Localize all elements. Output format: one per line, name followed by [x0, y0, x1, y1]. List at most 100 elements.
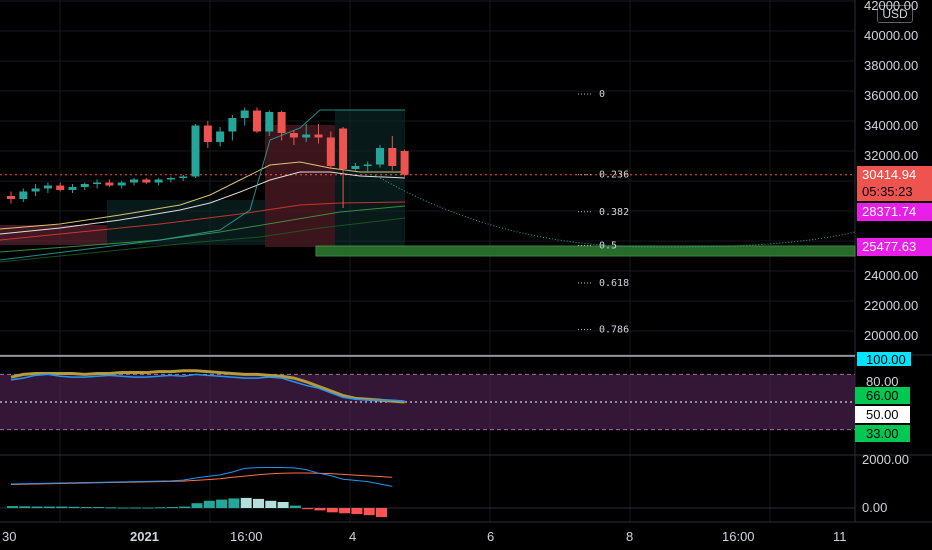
candle-body — [400, 151, 409, 175]
rsi-badge-bg-0 — [855, 387, 910, 404]
bb-upper — [0, 109, 405, 261]
macd-line — [10, 466, 393, 487]
rsi-badge-bg-1 — [855, 406, 910, 423]
candle-body — [93, 182, 102, 184]
candle-body — [105, 182, 114, 186]
fib-label-2: 0.382 — [599, 207, 629, 218]
time-label: 8 — [626, 529, 633, 544]
candle-body — [277, 112, 286, 133]
candle-body — [43, 185, 52, 189]
time-label: 16:00 — [230, 529, 263, 544]
candle-body — [203, 125, 212, 142]
macd-hist-bar — [191, 503, 203, 508]
rsi-badge-bg-2 — [855, 425, 910, 442]
macd-hist-bar — [179, 506, 191, 508]
price-tick-label: 20000.00 — [864, 328, 918, 343]
fib-label-5: 0.786 — [599, 325, 629, 336]
macd-hist-bar — [93, 507, 105, 509]
value-area-box-red — [265, 125, 335, 247]
candle-body — [117, 182, 126, 186]
candle-body — [166, 178, 175, 180]
time-label: 30 — [2, 529, 16, 544]
rsi-100-badge: 100.00 — [866, 352, 906, 367]
candle-body — [142, 179, 151, 183]
support-badge: 25477.63 — [862, 239, 916, 254]
macd-hist-bar — [154, 507, 166, 509]
macd-tick-0: 0.00 — [862, 500, 887, 515]
price-tick-label: 34000.00 — [864, 118, 918, 133]
rsi-badge-2: 33.00 — [866, 426, 899, 441]
last-price-badge: 30414.94 — [862, 167, 916, 182]
candle-body — [31, 188, 40, 192]
rsi-line — [10, 373, 405, 402]
rsi-band — [0, 374, 855, 430]
candle-body — [326, 137, 335, 166]
ma-green — [0, 205, 406, 253]
candle-body — [388, 148, 397, 166]
candle-body — [68, 187, 77, 190]
macd-hist-bar — [7, 506, 18, 508]
macd-hist-bar — [68, 506, 80, 508]
time-label: 6 — [487, 529, 494, 544]
macd-hist-bar — [117, 507, 129, 509]
macd-hist-bar — [130, 507, 141, 509]
candle-body — [363, 164, 372, 166]
candle-body — [7, 196, 15, 199]
candle-body — [339, 128, 348, 169]
ma-yellow — [0, 161, 405, 230]
macd-hist-bar — [240, 497, 252, 508]
macd-hist-bar — [302, 508, 314, 510]
macd-hist-bar — [363, 508, 375, 516]
candle-body — [130, 179, 138, 183]
rsi-badge-1: 50.00 — [866, 407, 899, 422]
time-label: 16:00 — [722, 529, 755, 544]
candle-body — [351, 166, 360, 169]
macd-hist-bar — [376, 508, 387, 518]
macd-hist-bar — [56, 506, 68, 508]
candle-body — [289, 133, 298, 138]
currency-selector[interactable]: USD — [877, 5, 913, 23]
macd-hist-bar — [253, 498, 264, 508]
price-tick-label: 38000.00 — [864, 58, 918, 73]
fib-label-1: 0.236 — [599, 170, 629, 181]
candle-body — [191, 125, 200, 177]
macd-hist-bar — [31, 506, 43, 508]
candle-body — [179, 176, 188, 178]
rsi-100-badge-bg — [857, 352, 911, 366]
macd-hist-bar — [326, 508, 338, 513]
macd-hist-bar — [265, 500, 277, 508]
macd-hist-bar — [43, 506, 55, 508]
ma-white — [0, 171, 406, 235]
macd-tick-2000: 2000.00 — [862, 452, 909, 467]
candle-body — [265, 112, 274, 132]
last-price-badge-bg — [857, 166, 932, 184]
macd-hist-bar — [19, 506, 31, 508]
countdown-badge: 05:35:23 — [862, 184, 913, 199]
candle-body — [80, 184, 89, 187]
time-label: 4 — [349, 529, 356, 544]
candle-body — [314, 134, 323, 138]
macd-hist-bar — [216, 499, 228, 508]
ema-badge: 28371.74 — [862, 204, 916, 219]
price-tick-label: 24000.00 — [864, 268, 918, 283]
candle-body — [253, 110, 261, 132]
candle-body — [228, 118, 237, 132]
rsi-ma-line — [10, 369, 405, 404]
fib-label-3: 0.5 — [599, 241, 617, 252]
macd-hist-bar — [228, 498, 240, 508]
macd-hist-bar — [351, 508, 363, 514]
macd-hist-bar — [142, 507, 154, 509]
candle-body — [154, 179, 163, 183]
rsi-80-tick: 80.00 — [866, 374, 899, 389]
candle-body — [376, 148, 384, 165]
macd-hist-bar — [277, 502, 289, 508]
candle-body — [19, 191, 28, 199]
price-tick-label: 42000.00 — [864, 0, 918, 13]
macd-hist-bar — [105, 507, 117, 509]
price-tick-label: 40000.00 — [864, 28, 918, 43]
price-tick-label: 22000.00 — [864, 298, 918, 313]
macd-hist-bar — [339, 508, 351, 514]
fib-label-4: 0.618 — [599, 278, 629, 289]
price-tick-label: 32000.00 — [864, 148, 918, 163]
